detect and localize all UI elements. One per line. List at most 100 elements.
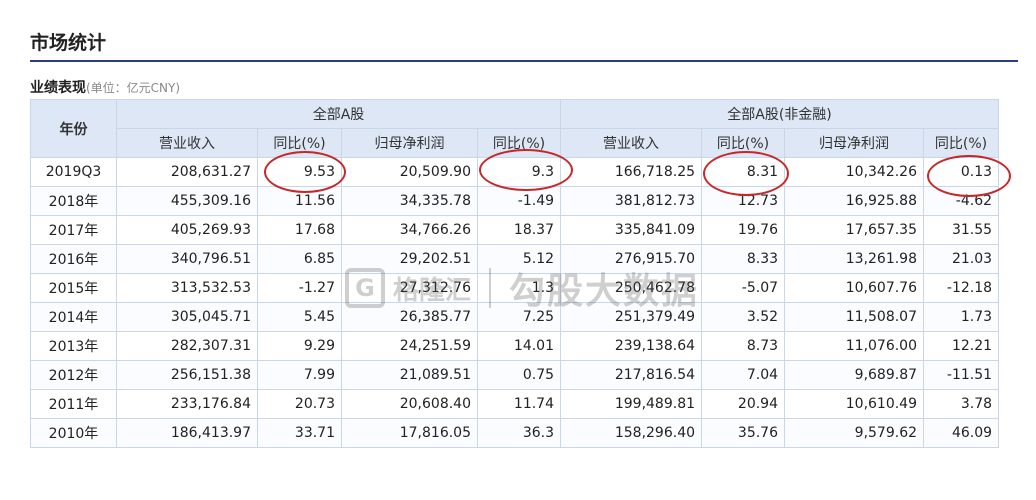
table-row: 2013年 282,307.31 9.29 24,251.59 14.01 239,138… [30, 331, 1000, 361]
column-header: 同比(%) [701, 128, 786, 158]
table-cell: 340,796.51 [116, 244, 258, 274]
table-cell: 13,261.98 [784, 244, 925, 274]
row-year-cell: 2011年 [30, 389, 117, 419]
row-year-cell: 2018年 [30, 186, 117, 216]
table-cell: 208,631.27 [116, 157, 258, 187]
table-cell: 5.45 [257, 302, 342, 332]
table-cell: 16,925.88 [784, 186, 925, 216]
table-cell: -1.27 [257, 273, 342, 303]
table-cell: 335,841.09 [560, 215, 703, 245]
table-cell: 11,076.00 [784, 331, 925, 361]
table-cell: 6.85 [257, 244, 342, 274]
table-body: 2019Q3 208,631.27 9.53 20,509.90 9.3 166,718.… [30, 157, 1000, 448]
table-cell: 12.73 [701, 186, 786, 216]
table-cell: 10,607.76 [784, 273, 925, 303]
table-cell: 18.37 [476, 215, 562, 245]
column-header: 同比(%) [257, 128, 342, 158]
table-cell: 7.99 [257, 360, 342, 390]
table-cell: 14.01 [476, 331, 562, 361]
section-title: 业绩表现 [30, 80, 86, 96]
table-cell: 17.68 [257, 215, 342, 245]
row-year-cell: 2010年 [30, 418, 117, 448]
table-cell: 9.53 [257, 157, 342, 187]
table-cell: 9,689.87 [784, 360, 925, 390]
table-cell: -11.51 [923, 360, 1000, 390]
table-cell: 19.76 [701, 215, 786, 245]
table-cell: 21,089.51 [341, 360, 478, 390]
row-year-cell: 2013年 [30, 331, 117, 361]
table-cell: 256,151.38 [116, 360, 258, 390]
table-row: 2011年 233,176.84 20.73 20,608.40 11.74 199,48… [30, 389, 1000, 419]
title-divider [30, 60, 1018, 62]
table-cell: 10,610.49 [784, 389, 925, 419]
page-title: 市场统计 [30, 32, 107, 54]
table-cell: -12.18 [923, 273, 1000, 303]
table-cell: 3.78 [923, 389, 1000, 419]
table-cell: 9.3 [476, 157, 562, 187]
table-cell: 158,296.40 [560, 418, 703, 448]
table-cell: 35.76 [701, 418, 786, 448]
row-year-cell: 2016年 [30, 244, 117, 274]
group-header-non-financial: 全部A股(非金融) [560, 99, 1000, 129]
column-header: 同比(%) [923, 128, 1000, 158]
table-cell: 34,766.26 [341, 215, 478, 245]
table-row: 2019Q3 208,631.27 9.53 20,509.90 9.3 166,718.… [30, 157, 1000, 187]
table-row: 2017年 405,269.93 17.68 34,766.26 18.37 335,84… [30, 215, 1000, 245]
table-cell: 276,915.70 [560, 244, 703, 274]
table-cell: 31.55 [923, 215, 1000, 245]
table-row: 2014年 305,045.71 5.45 26,385.77 7.25 251,379.… [30, 302, 1000, 332]
table-cell: 36.3 [476, 418, 562, 448]
row-year-cell: 2014年 [30, 302, 117, 332]
column-header: 营业收入 [116, 128, 258, 158]
table-cell: 11,508.07 [784, 302, 925, 332]
table-cell: 455,309.16 [116, 186, 258, 216]
table-row: 2018年 455,309.16 11.56 34,335.78 -1.49 381,81… [30, 186, 1000, 216]
table-cell: 20.73 [257, 389, 342, 419]
table-cell: 8.31 [701, 157, 786, 187]
performance-table: 年份 全部A股 全部A股(非金融) 营业收入 同比(%) 归母净利润 同比(%)… [30, 99, 1000, 448]
table-cell: 17,657.35 [784, 215, 925, 245]
column-header: 归母净利润 [784, 128, 925, 158]
table-cell: 0.75 [476, 360, 562, 390]
table-cell: 3.52 [701, 302, 786, 332]
table-row: 2015年 313,532.53 -1.27 27,312.76 1.3 250,462.… [30, 273, 1000, 303]
table-cell: -1.49 [476, 186, 562, 216]
table-cell: 27,312.76 [341, 273, 478, 303]
table-cell: 250,462.78 [560, 273, 703, 303]
unit-note: (单位：亿元CNY) [86, 81, 181, 95]
table-cell: 9,579.62 [784, 418, 925, 448]
table-cell: 26,385.77 [341, 302, 478, 332]
table-cell: -5.07 [701, 273, 786, 303]
table-cell: 305,045.71 [116, 302, 258, 332]
table-cell: 405,269.93 [116, 215, 258, 245]
row-year-cell: 2019Q3 [30, 157, 117, 187]
table-cell: 46.09 [923, 418, 1000, 448]
table-cell: 21.03 [923, 244, 1000, 274]
table-row: 2012年 256,151.38 7.99 21,089.51 0.75 217,816.… [30, 360, 1000, 390]
table-cell: 20.94 [701, 389, 786, 419]
table-cell: 24,251.59 [341, 331, 478, 361]
table-cell: 0.13 [923, 157, 1000, 187]
table-cell: 239,138.64 [560, 331, 703, 361]
table-cell: 186,413.97 [116, 418, 258, 448]
table-cell: 10,342.26 [784, 157, 925, 187]
row-year-cell: 2017年 [30, 215, 117, 245]
table-cell: 34,335.78 [341, 186, 478, 216]
table-row: 2010年 186,413.97 33.71 17,816.05 36.3 158,296… [30, 418, 1000, 448]
table-cell: 12.21 [923, 331, 1000, 361]
table-cell: 8.73 [701, 331, 786, 361]
table-cell: 7.25 [476, 302, 562, 332]
table-cell: 5.12 [476, 244, 562, 274]
table-cell: 9.29 [257, 331, 342, 361]
column-header-row: 营业收入 同比(%) 归母净利润 同比(%) 营业收入 同比(%) 归母净利润 … [31, 128, 1000, 158]
table-cell: 381,812.73 [560, 186, 703, 216]
table-cell: 199,489.81 [560, 389, 703, 419]
table-cell: 7.04 [701, 360, 786, 390]
table-cell: 233,176.84 [116, 389, 258, 419]
table-cell: 217,816.54 [560, 360, 703, 390]
column-header: 同比(%) [476, 128, 562, 158]
table-cell: 29,202.51 [341, 244, 478, 274]
section-heading: 业绩表现(单位：亿元CNY) [30, 77, 180, 97]
table-row: 2016年 340,796.51 6.85 29,202.51 5.12 276,915.… [30, 244, 1000, 274]
table-cell: 17,816.05 [341, 418, 478, 448]
